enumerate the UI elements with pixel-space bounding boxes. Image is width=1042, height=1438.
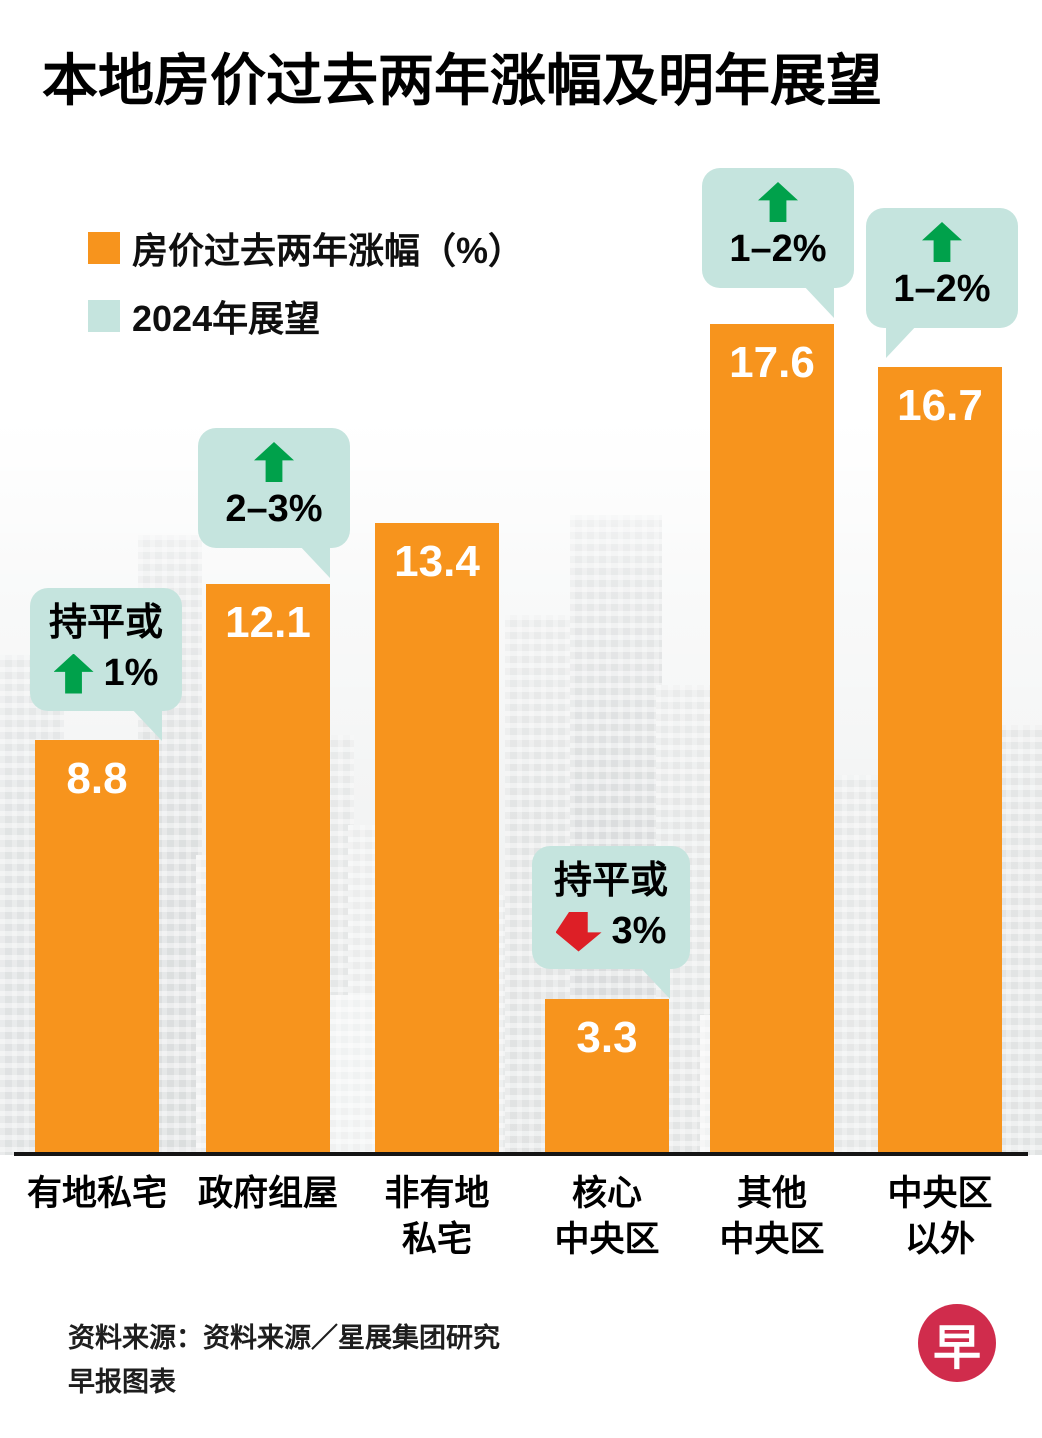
- category-label: 政府组屋: [197, 1174, 338, 1213]
- legend-label-past-growth: 房价过去两年涨幅（%）: [132, 230, 525, 271]
- credit-text: 早报图表: [68, 1367, 176, 1397]
- down-arrow-icon: [555, 911, 602, 952]
- bar-6: 16.7: [878, 367, 1002, 1155]
- zaobao-logo: 早: [918, 1304, 996, 1382]
- callout-value-text: 1%: [103, 651, 159, 694]
- legend-item-past-growth: 房价过去两年涨幅（%）: [88, 222, 524, 274]
- callout-value-text: 3%: [611, 909, 667, 952]
- callout-tail: [130, 707, 162, 742]
- bar-value-label: 17.6: [729, 338, 815, 387]
- callout-prefix-text: 持平或: [553, 860, 668, 902]
- callout-tail: [886, 323, 918, 358]
- outlook-callout: 持平或 3%: [532, 846, 690, 1000]
- up-arrow-icon: [758, 182, 798, 222]
- callout-tail: [802, 283, 834, 318]
- source-text: 资料来源：资料来源／星展集团研究: [68, 1323, 500, 1353]
- bar-3: 13.4: [375, 523, 499, 1155]
- bar-value-label: 13.4: [394, 537, 480, 586]
- bar-2: 12.1: [206, 584, 330, 1155]
- callout-value-row: 3%: [542, 910, 680, 954]
- legend-swatch-orange: [88, 232, 120, 264]
- callout-value-row: 1–2%: [729, 228, 827, 270]
- outlook-callout: 2–3%: [198, 428, 350, 578]
- photo-fade-overlay: [0, 418, 1042, 1155]
- category-label: 有地私宅: [26, 1174, 167, 1213]
- x-axis-line: [14, 1152, 1028, 1156]
- outlook-callout: 1–2%: [866, 208, 1018, 358]
- up-arrow-icon: [53, 653, 94, 694]
- category-label: 中央区 以外: [887, 1174, 993, 1259]
- legend-swatch-mint: [88, 300, 120, 332]
- bar-4: 3.3: [545, 999, 669, 1155]
- page-title: 本地房价过去两年涨幅及明年展望: [42, 49, 882, 112]
- callout-arrow-row: [712, 182, 844, 222]
- category-label: 非有地 私宅: [384, 1174, 490, 1259]
- legend-label-outlook: 2024年展望: [132, 298, 321, 339]
- callout-arrow-row: [208, 442, 340, 482]
- category-label: 核心 中央区: [554, 1174, 660, 1259]
- callout-prefix-text: 持平或: [48, 602, 163, 644]
- bar-value-label: 3.3: [576, 1013, 638, 1062]
- callout-tail: [638, 965, 670, 1000]
- callout-value-row: 1%: [40, 652, 172, 696]
- legend-item-outlook: 2024年展望: [88, 290, 524, 342]
- bar-value-label: 16.7: [897, 381, 983, 430]
- bar-5: 17.6: [710, 324, 834, 1155]
- callout-arrow-row: [876, 222, 1008, 262]
- callout-tail: [298, 543, 330, 578]
- callout-value-row: 1–2%: [893, 268, 991, 310]
- zaobao-logo-glyph: 早: [932, 1322, 981, 1375]
- category-label: 其他 中央区: [719, 1174, 825, 1259]
- outlook-callout: 1–2%: [702, 168, 854, 318]
- up-arrow-icon: [922, 222, 962, 262]
- bar-value-label: 8.8: [66, 754, 128, 803]
- bar-value-label: 12.1: [225, 598, 311, 647]
- bar-1: 8.8: [35, 740, 159, 1155]
- outlook-callout: 持平或 1%: [30, 588, 182, 742]
- up-arrow-icon: [254, 442, 294, 482]
- callout-value-row: 2–3%: [225, 488, 323, 530]
- legend: 房价过去两年涨幅（%） 2024年展望: [88, 222, 524, 358]
